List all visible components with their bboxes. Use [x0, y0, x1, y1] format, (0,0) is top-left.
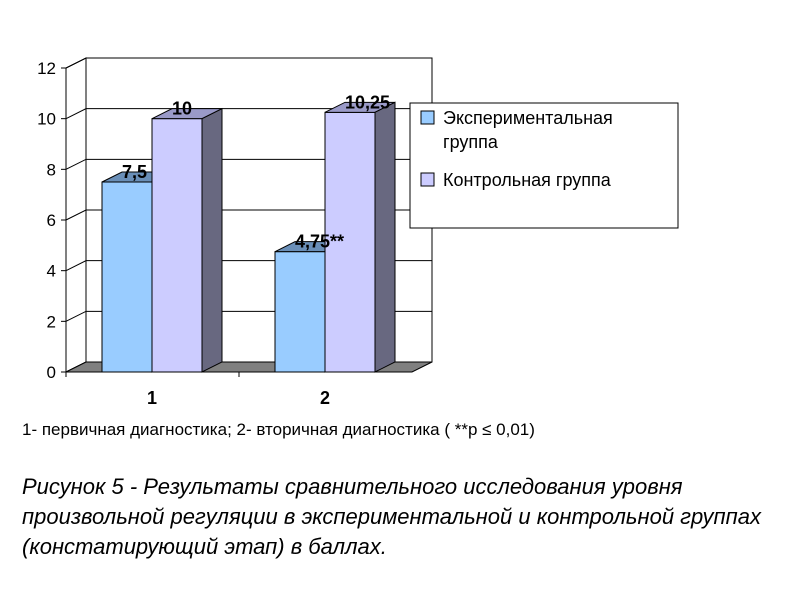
gridline	[65, 108, 432, 120]
x-tick-label: 2	[320, 388, 330, 408]
bar-2-control	[324, 111, 376, 373]
legend-label: группа	[443, 132, 499, 152]
y-tick-label: 10	[37, 110, 56, 129]
y-tick-label: 0	[47, 363, 56, 382]
y-tick-label: 6	[47, 211, 56, 230]
gridline	[65, 209, 432, 221]
gridline	[65, 57, 432, 69]
data-label: 4,75**	[295, 232, 344, 252]
bar-2-experimental	[274, 251, 326, 373]
legend: Экспериментальная группа Контрольная групп…	[409, 102, 679, 229]
legend-label: Контрольная группа	[443, 170, 612, 190]
data-label: 10,25	[345, 92, 390, 112]
legend-box	[409, 102, 679, 229]
legend-swatch-experimental	[420, 110, 435, 125]
y-tick-labels: 0 2 4 6 8 10 12	[37, 59, 56, 382]
y-tick-label: 4	[47, 262, 56, 281]
data-label: 7,5	[122, 162, 147, 182]
bar-1-control	[151, 118, 203, 373]
y-tick-label: 2	[47, 312, 56, 331]
bar-side	[201, 107, 223, 373]
figure-caption: Рисунок 5 - Результаты сравнительного ис…	[22, 474, 761, 559]
bar-side	[374, 101, 396, 373]
chart-note: 1- первичная диагностика; 2- вторичная д…	[22, 420, 535, 439]
bars	[101, 101, 396, 373]
bar-1-experimental	[101, 181, 153, 373]
gridline	[65, 158, 432, 170]
gridlines	[65, 57, 432, 322]
y-tick-label: 8	[47, 160, 56, 179]
x-tick-label: 1	[147, 388, 157, 408]
y-tick-label: 12	[37, 59, 56, 78]
data-label: 10	[172, 99, 192, 119]
legend-label: Экспериментальная	[443, 108, 613, 128]
legend-swatch-control	[420, 172, 435, 187]
data-labels: 7,5 10 4,75** 10,25	[122, 92, 390, 251]
